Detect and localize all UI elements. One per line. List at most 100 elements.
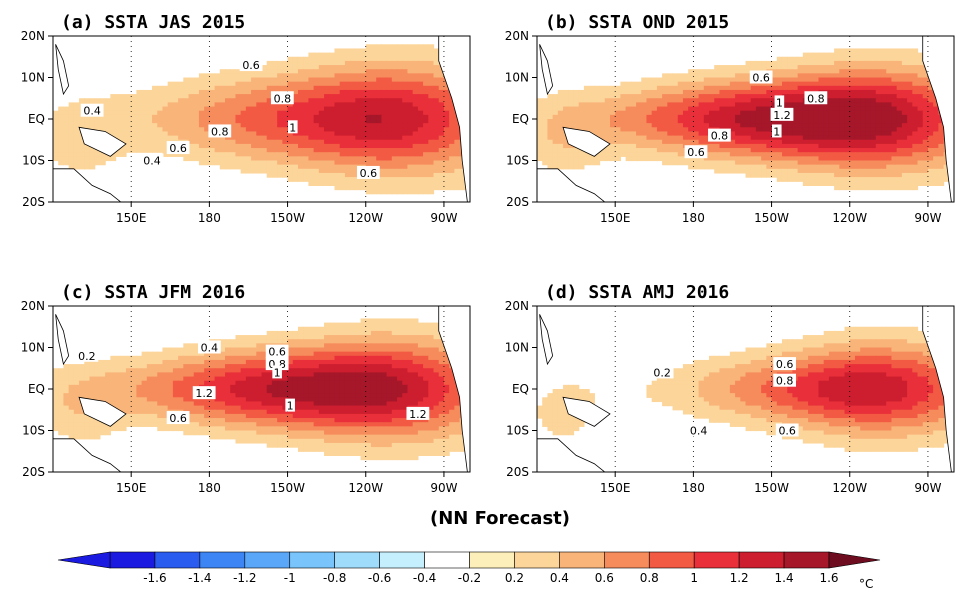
field-cell [781, 143, 788, 149]
field-cell [157, 94, 164, 99]
field-cell [282, 339, 289, 344]
field-cell [677, 81, 684, 87]
field-cell [423, 48, 429, 54]
field-cell [152, 139, 158, 145]
field-cell [131, 127, 137, 133]
field-cell [672, 152, 679, 157]
field-cell [646, 143, 653, 149]
field-cell [620, 89, 627, 95]
field-cell [391, 339, 398, 344]
field-cell [651, 119, 658, 124]
field-cell [58, 119, 65, 124]
field-cell [370, 98, 377, 103]
field-cell [391, 172, 398, 178]
field-cell [834, 119, 840, 124]
field-cell [397, 368, 403, 373]
field-cell [58, 135, 65, 141]
contour-label-box [684, 145, 708, 159]
field-cell [849, 135, 856, 141]
field-cell [646, 85, 653, 91]
field-cell [167, 106, 174, 112]
field-cell [573, 152, 580, 157]
field-cell [423, 44, 429, 50]
field-cell [625, 98, 632, 103]
field-cell [105, 102, 111, 108]
field-cell [120, 131, 127, 137]
field-cell [360, 339, 367, 344]
field-cell [688, 127, 694, 133]
field-cell [339, 368, 346, 373]
field-cell [729, 152, 736, 157]
field-cell [542, 119, 549, 124]
field-cell [141, 364, 148, 369]
field-cell [854, 164, 861, 170]
field-cell [428, 81, 435, 87]
field-cell [735, 152, 741, 157]
field-cell [355, 94, 362, 99]
field-cell [256, 81, 263, 87]
field-cell [355, 335, 362, 340]
field-cell [360, 89, 367, 95]
field-cell [183, 135, 190, 141]
field-cell [386, 119, 393, 124]
field-cell [370, 185, 377, 191]
field-cell [297, 119, 304, 124]
field-cell [844, 123, 851, 128]
field-cell [350, 48, 356, 54]
field-cell [625, 127, 632, 133]
field-cell [428, 94, 435, 99]
field-cell [672, 110, 679, 116]
field-cell [787, 164, 794, 170]
field-cell [324, 60, 330, 66]
field-cell [225, 355, 231, 361]
field-cell [360, 148, 367, 153]
field-cell [454, 131, 461, 137]
field-cell [183, 89, 190, 95]
field-cell [428, 335, 435, 340]
field-cell [943, 164, 950, 170]
field-cell [860, 56, 866, 62]
field-cell [204, 372, 210, 378]
field-cell [287, 351, 294, 357]
field-cell [407, 52, 414, 58]
field-cell [896, 131, 903, 137]
field-cell [917, 152, 924, 157]
field-cell [922, 81, 929, 87]
field-cell [350, 347, 356, 353]
field-cell [797, 73, 804, 79]
field-cell [875, 102, 882, 108]
field-cell [350, 127, 356, 133]
field-cell [667, 81, 674, 87]
field-cell [251, 81, 257, 87]
field-cell [329, 139, 336, 145]
field-cell [303, 168, 310, 174]
field-cell [245, 110, 252, 116]
field-cell [287, 114, 294, 120]
field-cell [552, 110, 559, 116]
field-cell [136, 355, 143, 361]
field-cell [693, 139, 700, 145]
field-cell [360, 77, 367, 83]
field-cell [594, 114, 601, 120]
field-cell [912, 160, 919, 166]
field-cell [407, 326, 414, 332]
field-cell [308, 65, 315, 70]
field-cell [214, 106, 221, 112]
field-cell [308, 123, 315, 128]
field-cell [146, 102, 153, 108]
field-cell [797, 114, 804, 120]
field-cell [235, 343, 242, 349]
field-cell [912, 185, 919, 191]
field-cell [386, 160, 393, 166]
field-cell [63, 148, 70, 153]
field-cell [188, 359, 195, 365]
field-cell [912, 127, 919, 133]
field-cell [271, 102, 278, 108]
field-cell [219, 114, 226, 120]
field-cell [188, 89, 195, 95]
field-cell [324, 135, 330, 141]
field-cell [146, 123, 153, 128]
field-cell [188, 123, 195, 128]
field-cell [823, 181, 830, 186]
field-cell [922, 172, 929, 178]
